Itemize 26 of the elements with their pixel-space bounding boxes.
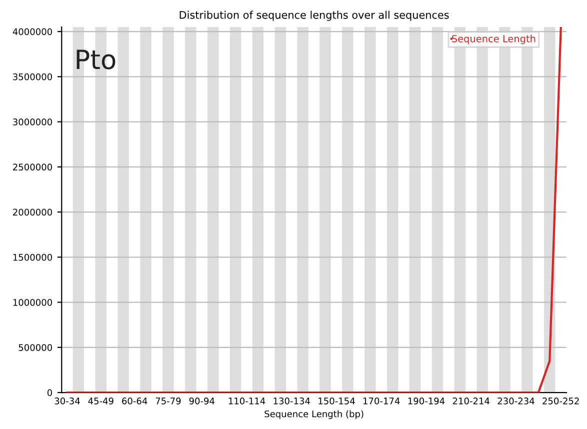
x-tick-label: 210-214 [452,398,490,404]
x-tick-label: 250-252 [542,398,579,404]
x-tick-label: 170-174 [363,398,400,404]
x-tick-label: 110-114 [228,398,266,404]
y-tick-label: 3000000 [13,118,52,126]
x-tick-label: 60-64 [122,398,148,404]
y-tick-label: 1500000 [13,254,52,261]
y-tick-label: 4000000 [12,28,52,36]
x-tick-label: 130-134 [274,398,310,404]
y-tick-label: 1000000 [13,299,52,306]
x-tick-label: 45-49 [88,398,114,404]
x-tick-label: 90-94 [189,398,214,404]
chart-title: Distribution of sequence lengths over all sequences [180,10,449,21]
y-tick-label: 2500000 [13,164,52,170]
y-tick-label: 2000000 [13,208,52,216]
legend-label: Sequence Length [452,34,536,44]
y-tick-label: 500000 [18,344,52,351]
x-tick-label: 190-194 [408,398,445,404]
x-tick-label: 30-34 [54,398,80,404]
annotation: Pto [76,50,116,70]
y-tick-label: 3500000 [13,73,52,80]
x-tick-label: 75-79 [156,398,181,404]
x-tick-label: 230-234 [498,398,534,404]
x-tick-label: 150-154 [318,398,355,404]
x-axis-title: Sequence Length (bp) [264,410,364,420]
y-tick-label: 0 [47,389,52,396]
